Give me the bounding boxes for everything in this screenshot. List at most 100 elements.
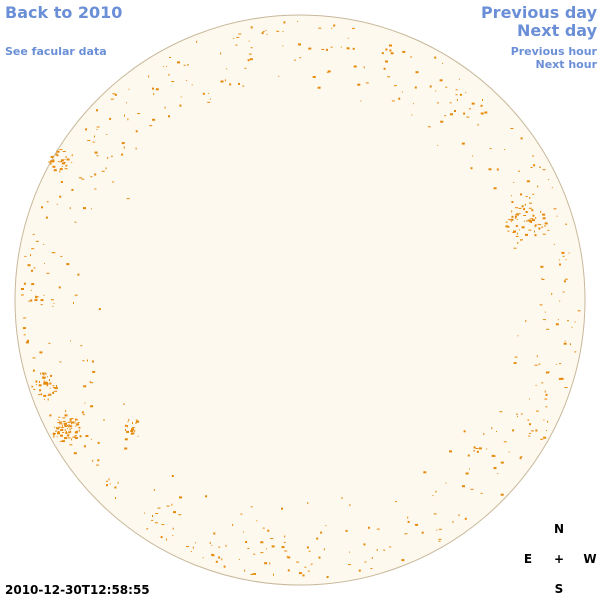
facula-speck <box>60 429 64 431</box>
facula-speck <box>59 423 63 425</box>
facula-speck <box>508 451 510 453</box>
facula-speck <box>541 382 544 384</box>
facula-speck <box>131 428 134 431</box>
facula-speck <box>537 223 539 225</box>
facula-speck <box>124 114 125 117</box>
facula-speck <box>427 126 431 128</box>
facula-speck <box>78 177 82 179</box>
facula-speck <box>135 422 137 425</box>
facula-speck <box>577 310 581 312</box>
facula-speck <box>62 417 66 419</box>
facula-speck <box>57 430 60 433</box>
next-hour-link[interactable]: Next hour <box>535 58 598 71</box>
facula-speck <box>132 422 133 425</box>
facula-speck <box>41 206 43 209</box>
facula-speck <box>46 272 50 274</box>
facula-speck <box>78 429 80 432</box>
facula-speck <box>252 573 255 575</box>
previous-day-link[interactable]: Previous day <box>480 3 597 22</box>
facula-speck <box>171 475 174 477</box>
facula-speck <box>48 161 52 163</box>
facula-speck <box>262 527 265 529</box>
compass-north-label: N <box>553 522 565 536</box>
facula-speck <box>60 427 64 429</box>
facula-speck <box>364 561 367 563</box>
facula-speck <box>60 421 62 423</box>
facula-speck <box>340 46 342 48</box>
facula-speck <box>452 520 454 523</box>
facula-speck <box>66 425 68 426</box>
facula-speck <box>180 96 182 98</box>
facula-speck <box>64 414 68 417</box>
facula-speck <box>281 507 283 510</box>
next-day-link[interactable]: Next day <box>517 21 597 40</box>
facula-speck <box>40 304 43 306</box>
facula-speck <box>98 308 101 311</box>
facula-speck <box>46 201 49 203</box>
facula-speck <box>52 391 55 394</box>
facula-speck <box>208 92 210 94</box>
facula-speck <box>151 519 154 521</box>
facula-speck <box>281 546 285 549</box>
facula-speck <box>256 520 258 522</box>
facula-speck <box>56 154 59 157</box>
facula-speck <box>32 233 35 235</box>
facula-speck <box>63 161 66 163</box>
facula-speck <box>71 421 75 424</box>
facula-speck <box>105 167 107 170</box>
facula-speck <box>478 447 482 450</box>
facula-speck <box>414 86 417 89</box>
facula-speck <box>297 20 299 22</box>
facula-speck <box>395 501 398 503</box>
facula-speck <box>54 426 55 428</box>
facula-speck <box>172 535 174 537</box>
facula-speck <box>218 546 221 548</box>
facula-speck <box>568 252 570 254</box>
facula-speck <box>563 280 566 283</box>
facula-speck <box>283 21 286 24</box>
facula-speck <box>74 435 76 438</box>
see-facular-data-link[interactable]: See facular data <box>5 45 107 58</box>
facula-speck <box>527 211 529 213</box>
facula-speck <box>233 38 235 39</box>
facula-speck <box>558 377 562 380</box>
facula-speck <box>183 64 186 66</box>
facula-speck <box>352 47 355 50</box>
facula-speck <box>306 546 309 549</box>
facula-speck <box>528 432 531 434</box>
facula-speck <box>516 219 518 220</box>
facula-speck <box>223 565 226 568</box>
facula-speck <box>389 546 392 548</box>
facula-speck <box>69 444 73 446</box>
facula-speck <box>480 112 484 115</box>
facula-speck <box>96 126 100 128</box>
facula-speck <box>21 288 24 290</box>
facula-speck <box>527 419 530 421</box>
facula-speck <box>74 221 77 223</box>
facula-speck <box>74 421 76 424</box>
facula-speck <box>526 220 529 222</box>
facula-speck <box>60 159 64 162</box>
compass-east-label: E <box>523 552 533 566</box>
facula-speck <box>49 379 50 381</box>
facula-speck <box>515 207 518 209</box>
facula-speck <box>32 357 36 359</box>
facula-speck <box>512 429 515 432</box>
facula-speck <box>33 267 36 269</box>
facula-speck <box>67 437 71 439</box>
facula-speck <box>69 207 71 210</box>
facula-speck <box>125 429 126 431</box>
facula-speck <box>213 532 216 535</box>
facula-speck <box>341 497 343 499</box>
facula-speck <box>510 218 514 221</box>
previous-hour-link[interactable]: Previous hour <box>510 45 597 58</box>
facula-speck <box>363 66 365 69</box>
facula-speck <box>242 85 245 87</box>
facula-speck <box>121 153 124 156</box>
facula-speck <box>316 537 319 540</box>
facula-speck <box>438 528 442 530</box>
facula-speck <box>148 75 150 78</box>
facula-speck <box>415 523 419 526</box>
back-to-year-link[interactable]: Back to 2010 <box>5 3 123 22</box>
facula-speck <box>465 472 469 475</box>
